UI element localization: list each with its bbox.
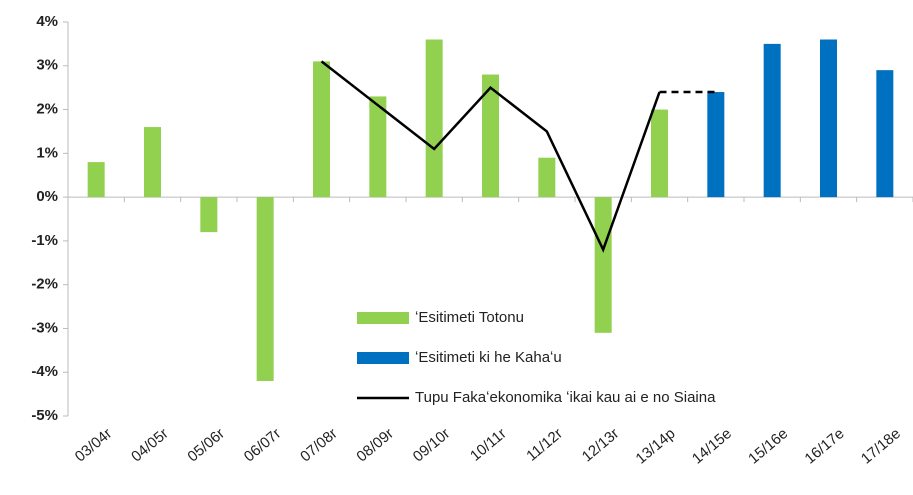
y-tick-label: 2% — [36, 101, 58, 118]
x-tick-label: 14/15e — [689, 425, 735, 468]
line — [320, 60, 661, 253]
x-tick-label: 04/05r — [128, 425, 172, 465]
x-tick-label: 12/13r — [579, 425, 623, 465]
legend-label: ʻEsitimeti ki he Kahaʻu — [415, 349, 562, 366]
x-tick-label: 11/12r — [523, 425, 566, 465]
legend-label: Tupu Fakaʻekonomika ʻikai kau ai e no Si… — [415, 389, 716, 406]
bar — [256, 197, 274, 381]
bar — [820, 39, 837, 198]
bar — [876, 70, 894, 198]
bar — [763, 43, 781, 198]
bar — [707, 92, 725, 198]
x-tick-label: 13/14p — [633, 425, 679, 468]
y-tick-label: 3% — [36, 57, 58, 74]
bar — [369, 96, 387, 198]
bar — [144, 127, 161, 198]
y-tick-label: 4% — [36, 13, 58, 30]
y-tick-label: -1% — [31, 232, 58, 249]
bar — [538, 157, 556, 198]
x-tick-label: 08/09r — [353, 425, 397, 465]
x-tick-label: 05/06r — [184, 425, 228, 465]
y-tick-label: -3% — [31, 319, 58, 336]
bar — [594, 197, 612, 333]
x-tick-label: 06/07r — [241, 425, 285, 465]
bar — [313, 61, 330, 198]
bar — [200, 197, 218, 233]
x-tick-label: 07/08r — [297, 425, 341, 465]
bar — [87, 162, 105, 198]
bar — [425, 39, 443, 198]
y-tick-label: -2% — [31, 276, 58, 293]
legend-label: ʻEsitimeti Totonu — [415, 309, 524, 326]
y-tick-label: -5% — [31, 407, 58, 424]
y-tick-label: 1% — [36, 144, 58, 161]
x-tick-label: 09/10r — [410, 425, 454, 465]
legend-swatch — [357, 312, 409, 324]
x-tick-label: 10/11r — [467, 425, 510, 465]
bar — [651, 109, 668, 198]
bar — [482, 74, 499, 198]
y-tick-label: 0% — [36, 188, 58, 205]
legend-swatch — [357, 352, 409, 364]
x-tick-label: 03/04r — [72, 425, 116, 465]
x-tick-label: 17/18e — [858, 425, 904, 468]
x-tick-label: 15/16e — [745, 425, 791, 468]
y-tick-label: -4% — [31, 363, 58, 380]
x-tick-label: 16/17e — [802, 425, 848, 468]
